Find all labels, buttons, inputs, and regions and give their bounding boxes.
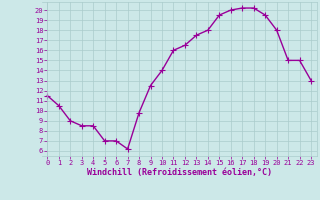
X-axis label: Windchill (Refroidissement éolien,°C): Windchill (Refroidissement éolien,°C): [87, 168, 272, 177]
